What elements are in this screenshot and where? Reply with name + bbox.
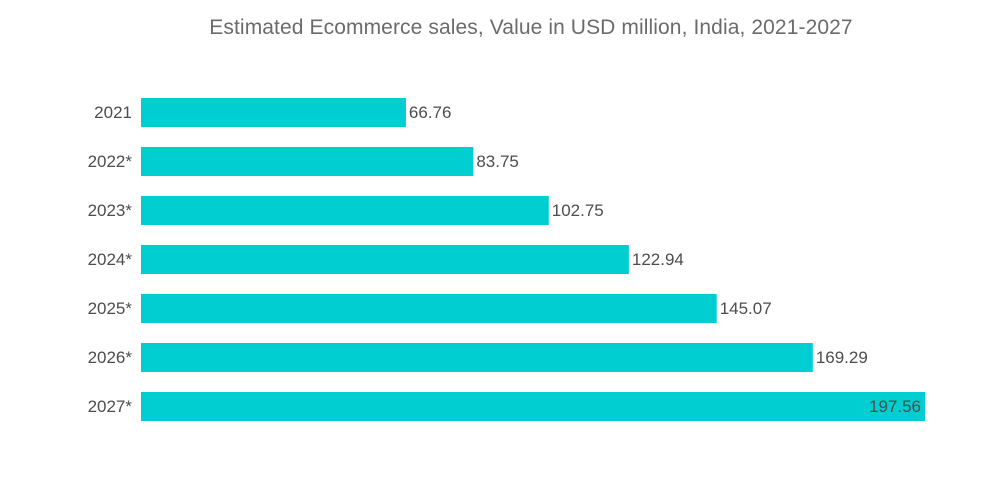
bar-2022	[141, 147, 474, 176]
data-label-2022: 83.75	[476, 152, 519, 171]
bar-2026	[141, 343, 813, 372]
category-label-2021: 2021	[94, 103, 132, 122]
category-label-2025: 2025*	[88, 299, 133, 318]
data-label-2021: 66.76	[409, 103, 452, 122]
category-label-2023: 2023*	[88, 201, 133, 220]
bar-2023	[141, 196, 549, 225]
category-label-2026: 2026*	[88, 348, 133, 367]
bar-2024	[141, 245, 629, 274]
chart-title: Estimated Ecommerce sales, Value in USD …	[209, 16, 853, 39]
data-label-2026: 169.29	[816, 348, 868, 367]
bar-2025	[141, 294, 717, 323]
bar-2027	[141, 392, 925, 421]
bar-2021	[141, 98, 406, 127]
data-label-2027: 197.56	[869, 397, 921, 416]
data-label-2025: 145.07	[720, 299, 772, 318]
category-label-2027: 2027*	[88, 397, 133, 416]
data-label-2024: 122.94	[632, 250, 684, 269]
category-label-2024: 2024*	[88, 250, 133, 269]
data-label-2023: 102.75	[552, 201, 604, 220]
category-label-2022: 2022*	[88, 152, 133, 171]
